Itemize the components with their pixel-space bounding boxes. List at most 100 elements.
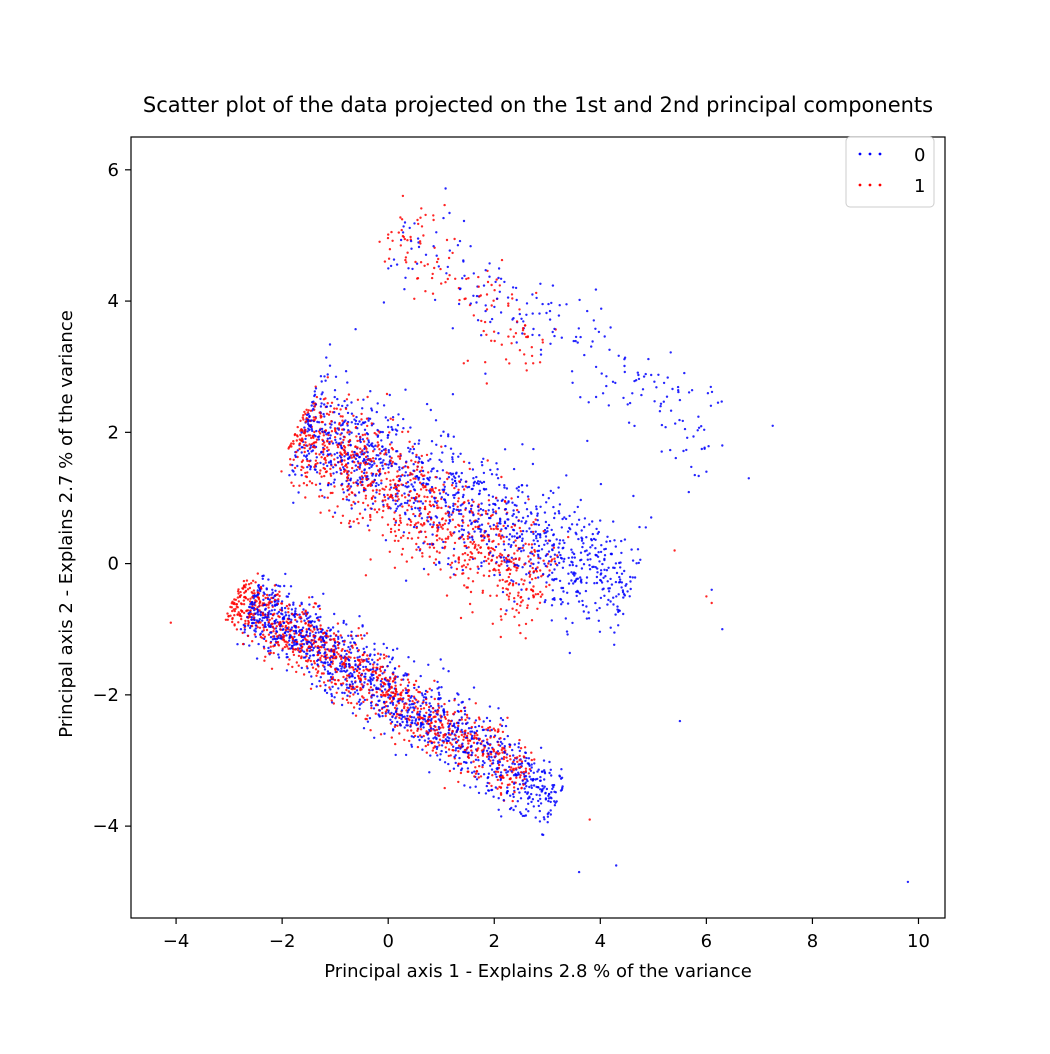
data-point-series-0 bbox=[454, 726, 457, 729]
data-point-series-0 bbox=[381, 430, 384, 434]
data-point-series-0 bbox=[467, 531, 470, 534]
data-point-series-0 bbox=[310, 404, 313, 407]
data-point-series-0 bbox=[644, 526, 647, 529]
data-point-series-1 bbox=[366, 654, 369, 657]
data-point-series-1 bbox=[322, 450, 325, 454]
data-point-series-1 bbox=[343, 640, 346, 643]
data-point-series-0 bbox=[322, 639, 326, 643]
data-point-series-0 bbox=[342, 621, 345, 625]
data-point-series-0 bbox=[452, 502, 455, 505]
data-point-series-0 bbox=[327, 431, 331, 434]
data-point-series-0 bbox=[535, 505, 538, 508]
data-point-series-0 bbox=[294, 473, 297, 476]
data-point-series-1 bbox=[434, 475, 437, 479]
data-point-series-0 bbox=[329, 404, 332, 408]
data-point-series-1 bbox=[516, 566, 519, 570]
data-point-series-0 bbox=[520, 539, 524, 543]
data-point-series-1 bbox=[369, 515, 372, 519]
data-point-series-0 bbox=[585, 605, 588, 608]
data-point-series-0 bbox=[347, 663, 351, 666]
data-point-series-0 bbox=[375, 482, 378, 485]
data-point-series-0 bbox=[407, 267, 410, 270]
data-point-series-1 bbox=[437, 709, 440, 713]
data-point-series-1 bbox=[295, 439, 298, 442]
data-point-series-1 bbox=[349, 685, 352, 688]
data-point-series-0 bbox=[404, 276, 407, 279]
data-point-series-0 bbox=[576, 505, 579, 509]
data-point-series-0 bbox=[489, 551, 492, 554]
data-point-series-1 bbox=[352, 668, 355, 672]
data-point-series-1 bbox=[426, 512, 430, 516]
data-point-series-1 bbox=[493, 549, 496, 552]
data-point-series-1 bbox=[422, 707, 426, 710]
data-point-series-0 bbox=[370, 409, 374, 412]
data-point-series-0 bbox=[396, 424, 400, 427]
data-point-series-0 bbox=[557, 486, 560, 489]
data-point-series-1 bbox=[364, 494, 368, 497]
data-point-series-1 bbox=[318, 648, 321, 652]
data-point-series-1 bbox=[319, 627, 322, 631]
data-point-series-1 bbox=[302, 418, 305, 421]
data-point-series-0 bbox=[355, 468, 358, 471]
data-point-series-1 bbox=[441, 523, 445, 527]
data-point-series-0 bbox=[342, 428, 346, 431]
data-point-series-0 bbox=[470, 504, 474, 507]
data-point-series-1 bbox=[474, 772, 478, 775]
data-point-series-1 bbox=[393, 706, 397, 710]
data-point-series-1 bbox=[256, 626, 259, 629]
data-point-series-0 bbox=[560, 336, 563, 339]
data-point-series-0 bbox=[579, 335, 582, 339]
data-point-series-1 bbox=[348, 487, 351, 490]
data-point-series-1 bbox=[307, 658, 310, 662]
data-point-series-0 bbox=[323, 668, 327, 671]
data-point-series-1 bbox=[440, 538, 444, 541]
data-point-series-0 bbox=[494, 773, 497, 776]
data-point-series-1 bbox=[417, 521, 420, 524]
data-point-series-0 bbox=[483, 761, 486, 765]
data-point-series-0 bbox=[608, 587, 611, 590]
data-point-series-0 bbox=[471, 498, 474, 501]
data-point-series-0 bbox=[373, 462, 376, 465]
data-point-series-1 bbox=[481, 725, 484, 729]
data-point-series-1 bbox=[450, 484, 454, 487]
data-point-series-0 bbox=[336, 427, 339, 430]
data-point-series-1 bbox=[524, 362, 527, 365]
data-point-series-0 bbox=[599, 550, 603, 554]
data-point-series-1 bbox=[500, 343, 503, 346]
data-point-series-1 bbox=[458, 298, 461, 302]
data-point-series-1 bbox=[251, 596, 254, 599]
data-point-series-0 bbox=[236, 643, 239, 646]
data-point-series-0 bbox=[490, 473, 494, 476]
data-point-series-0 bbox=[280, 637, 283, 640]
data-point-series-0 bbox=[418, 710, 422, 713]
data-point-series-0 bbox=[446, 562, 450, 566]
data-point-series-0 bbox=[341, 482, 344, 486]
data-point-series-0 bbox=[594, 395, 598, 399]
data-point-series-1 bbox=[541, 341, 544, 344]
data-point-series-0 bbox=[291, 463, 294, 467]
data-point-series-0 bbox=[444, 187, 447, 190]
data-point-series-0 bbox=[362, 398, 365, 401]
data-point-series-0 bbox=[412, 496, 416, 500]
data-point-series-1 bbox=[477, 776, 480, 779]
data-point-series-0 bbox=[310, 675, 313, 678]
data-point-series-1 bbox=[303, 443, 306, 447]
data-point-series-0 bbox=[543, 531, 546, 535]
data-point-series-1 bbox=[325, 470, 328, 473]
data-point-series-0 bbox=[347, 634, 350, 637]
data-point-series-1 bbox=[487, 574, 491, 578]
data-point-series-0 bbox=[328, 343, 332, 346]
data-point-series-1 bbox=[277, 598, 280, 601]
data-point-series-0 bbox=[392, 499, 395, 502]
data-point-series-0 bbox=[387, 696, 390, 699]
data-point-series-0 bbox=[475, 294, 479, 298]
data-point-series-0 bbox=[267, 578, 270, 581]
data-point-series-1 bbox=[291, 613, 294, 616]
data-point-series-0 bbox=[430, 727, 433, 730]
data-point-series-1 bbox=[300, 460, 304, 464]
data-point-series-1 bbox=[394, 684, 397, 687]
data-point-series-0 bbox=[553, 790, 556, 793]
data-point-series-1 bbox=[265, 628, 269, 632]
data-point-series-1 bbox=[457, 735, 460, 738]
data-point-series-0 bbox=[512, 509, 515, 512]
